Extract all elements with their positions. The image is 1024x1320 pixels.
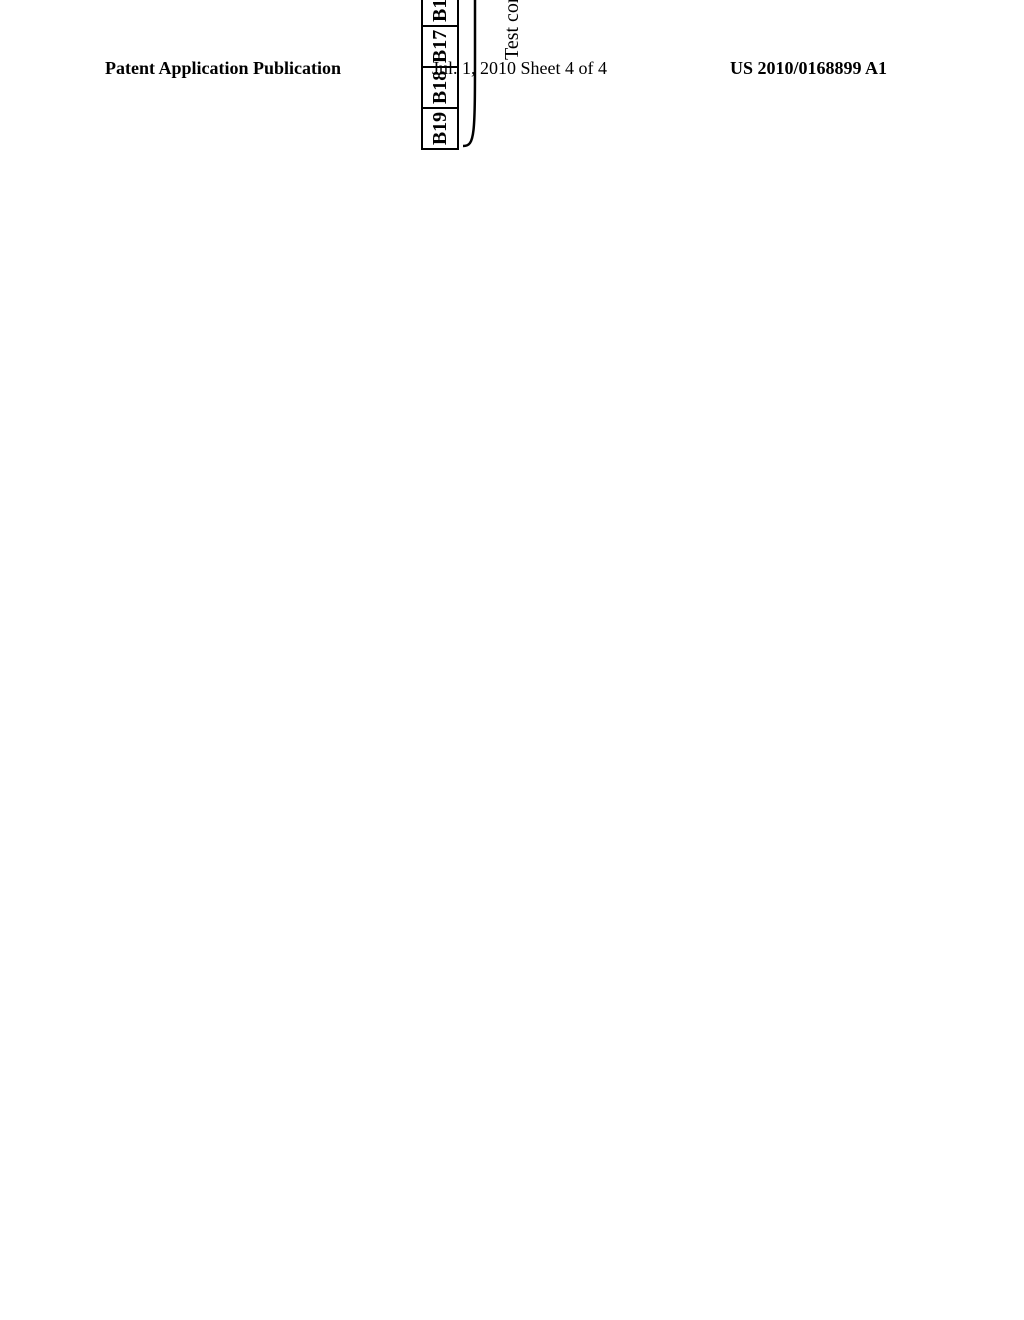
table-row: B19 B18 B17 B16 B15 B14 B13 B12 B11 B10 … [422, 0, 458, 149]
bit-field-table: B19 B18 B17 B16 B15 B14 B13 B12 B11 B10 … [421, 0, 459, 150]
header-publication-type: Patent Application Publication [105, 58, 341, 79]
bit-cell: B19 [422, 108, 458, 149]
brace-left-icon [461, 0, 497, 148]
brace-annotations [459, 0, 499, 150]
bit-cell: B18 [422, 67, 458, 108]
figure-caption: FIG. 4 [559, 0, 596, 150]
bit-cell: B17 [422, 26, 458, 67]
label-test-command: Test command + test result [501, 0, 524, 60]
group-labels: Test command + test result Identificatio… [501, 0, 541, 150]
bit-cell: B16 [422, 0, 458, 26]
header-publication-number: US 2010/0168899 A1 [730, 58, 887, 79]
figure-4: B19 B18 B17 B16 B15 B14 B13 B12 B11 B10 … [421, 0, 596, 150]
